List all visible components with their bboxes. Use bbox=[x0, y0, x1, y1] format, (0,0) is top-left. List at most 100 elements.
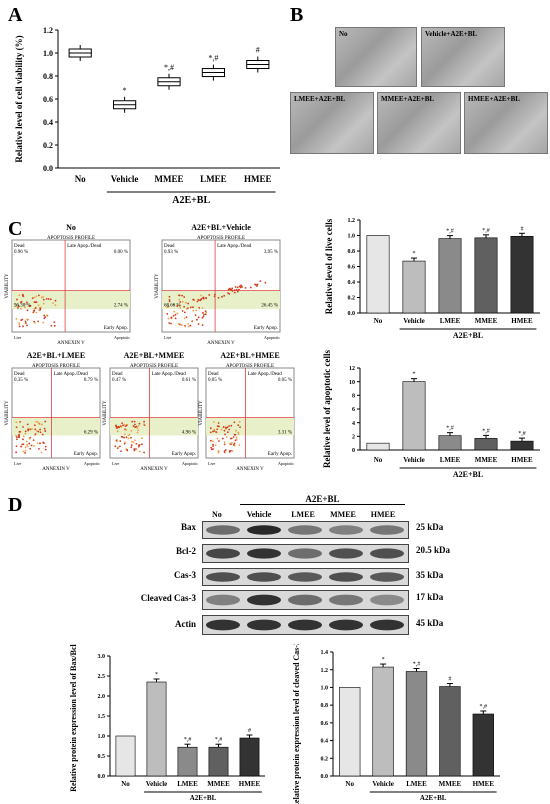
event-dot bbox=[133, 423, 136, 426]
blot-row-bcl2 bbox=[202, 544, 409, 563]
blot-lane-vehicle: Vehicle bbox=[246, 510, 272, 519]
event-dot bbox=[191, 320, 194, 323]
quadrant-live-value: 96.30 % bbox=[14, 304, 31, 309]
event-dot bbox=[232, 443, 235, 446]
event-dot bbox=[234, 433, 237, 436]
event-dot bbox=[198, 306, 201, 309]
event-dot bbox=[45, 297, 48, 300]
bar bbox=[439, 686, 461, 777]
event-dot bbox=[33, 424, 36, 427]
flow-apoptotic-label: Apoptotic bbox=[84, 461, 100, 466]
event-dot bbox=[179, 301, 182, 303]
event-dot bbox=[178, 294, 181, 297]
event-dot bbox=[24, 452, 26, 454]
significance-label: *,# bbox=[480, 704, 488, 710]
event-dot bbox=[183, 317, 186, 320]
event-dot bbox=[40, 296, 43, 299]
event-dot bbox=[181, 294, 184, 297]
micrograph-label: Vehicle+A2E+BL bbox=[425, 30, 478, 38]
event-dot bbox=[123, 436, 125, 439]
bar bbox=[510, 235, 534, 314]
micrograph-label: No bbox=[339, 30, 348, 38]
event-dot bbox=[228, 428, 231, 431]
event-dot bbox=[16, 438, 18, 441]
y-tick-label: 0.8 bbox=[348, 249, 356, 255]
micrograph-lmee: LMEE+A2E+BL bbox=[290, 92, 374, 154]
event-dot bbox=[26, 309, 29, 312]
event-dot bbox=[33, 309, 36, 312]
flow-live-label: Live bbox=[208, 461, 216, 466]
event-dot bbox=[212, 430, 214, 433]
event-dot bbox=[256, 283, 259, 286]
event-dot bbox=[28, 437, 31, 440]
blot-label-actin: Actin bbox=[175, 619, 196, 629]
group-label: A2E+BL bbox=[453, 331, 483, 340]
event-dot bbox=[197, 316, 200, 319]
event-dot bbox=[166, 313, 169, 315]
y-axis-label: Relative level of cell viability (%) bbox=[14, 35, 24, 162]
flow-y-axis-label: VIABILITY bbox=[199, 400, 204, 426]
event-dot bbox=[123, 442, 126, 445]
event-dot bbox=[179, 323, 181, 326]
event-dot bbox=[43, 427, 46, 430]
y-tick-label: 0.2 bbox=[43, 141, 53, 150]
micrograph-hmee: HMEE+A2E+BL bbox=[464, 92, 548, 154]
event-dot bbox=[244, 286, 247, 289]
event-dot bbox=[41, 423, 43, 426]
blot-band bbox=[329, 619, 363, 631]
quadrant-early-value: 4.96 % bbox=[182, 431, 196, 436]
event-dot bbox=[120, 450, 122, 453]
event-dot bbox=[235, 288, 238, 291]
y-tick-label: 1.2 bbox=[321, 668, 329, 674]
category-label: HMEE bbox=[511, 456, 533, 464]
event-dot bbox=[205, 296, 207, 299]
event-dot bbox=[53, 321, 56, 324]
event-dot bbox=[221, 295, 223, 298]
event-dot bbox=[237, 433, 240, 436]
flow-x-axis-label: ANNEXIN V bbox=[57, 341, 85, 346]
y-tick-label: 8 bbox=[352, 393, 355, 399]
flow-plot-title: A2E+BL+LMEE bbox=[27, 351, 85, 360]
event-dot bbox=[174, 313, 177, 316]
bar bbox=[405, 671, 428, 777]
event-dot bbox=[26, 324, 28, 327]
event-dot bbox=[39, 431, 42, 434]
blot-band bbox=[247, 619, 281, 631]
event-dot bbox=[130, 444, 133, 447]
event-dot bbox=[133, 449, 136, 452]
event-dot bbox=[236, 290, 239, 293]
event-dot bbox=[32, 311, 35, 314]
flow-live-label: Live bbox=[164, 335, 172, 340]
event-dot bbox=[217, 451, 220, 454]
event-dot bbox=[17, 305, 20, 307]
y-tick-label: 1.4 bbox=[321, 650, 329, 656]
quadrant-dead-label: Dead bbox=[14, 244, 25, 249]
quadrant-dead-value: 0.35 % bbox=[14, 378, 28, 383]
blot-band bbox=[288, 525, 322, 535]
significance-label: * bbox=[413, 372, 416, 378]
event-dot bbox=[231, 449, 234, 452]
y-tick-label: 6 bbox=[352, 407, 355, 413]
event-dot bbox=[201, 324, 204, 327]
event-dot bbox=[167, 317, 170, 320]
event-dot bbox=[204, 313, 207, 316]
event-dot bbox=[223, 429, 226, 432]
quadrant-late-value: 0.05 % bbox=[278, 378, 292, 383]
event-dot bbox=[15, 434, 17, 437]
event-dot bbox=[238, 444, 241, 447]
quadrant-early-value: 26.45 % bbox=[261, 304, 278, 309]
flow-y-axis-label: VIABILITY bbox=[103, 400, 108, 426]
quadrant-early-label: Early Apop. bbox=[268, 452, 292, 457]
blot-label-cleaved-cas3: Cleaved Cas-3 bbox=[140, 593, 196, 603]
event-dot bbox=[227, 292, 229, 295]
event-dot bbox=[42, 302, 45, 305]
flow-apoptotic-label: Apoptotic bbox=[182, 461, 198, 466]
event-dot bbox=[36, 442, 39, 445]
event-dot bbox=[200, 297, 203, 300]
event-dot bbox=[44, 430, 47, 432]
event-dot bbox=[24, 303, 27, 306]
y-tick-label: 0.8 bbox=[43, 72, 53, 81]
event-dot bbox=[35, 429, 38, 432]
event-dot bbox=[213, 428, 216, 431]
blot-band bbox=[329, 548, 363, 559]
